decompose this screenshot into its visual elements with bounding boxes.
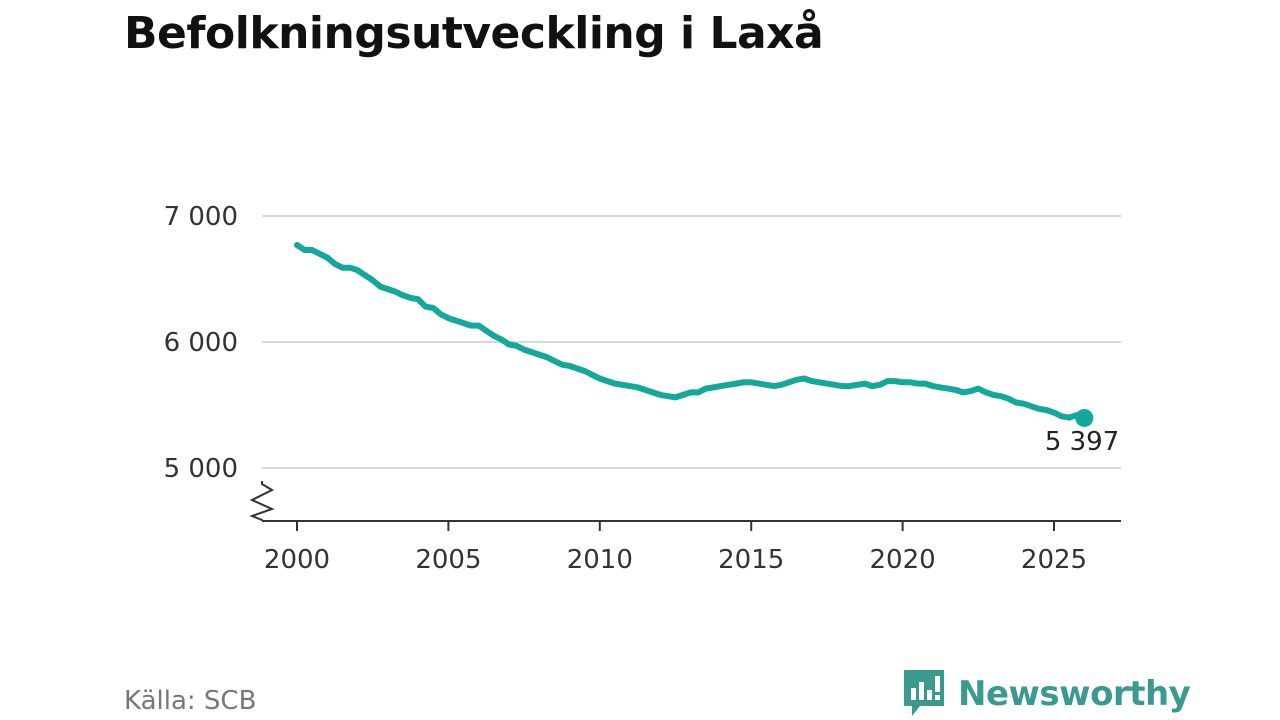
axis-break bbox=[249, 481, 275, 521]
x-axis: 2000 2005 2010 2015 2020 2025 bbox=[262, 520, 1121, 575]
brand-logo[interactable]: Newsworthy bbox=[902, 670, 1191, 718]
chart-title: Befolkningsutveckling i Laxå bbox=[124, 8, 824, 59]
brand-name: Newsworthy bbox=[958, 674, 1191, 714]
x-tick-label-2020: 2020 bbox=[870, 545, 936, 575]
newsworthy-logo-icon bbox=[904, 670, 944, 716]
x-tick-label-2000: 2000 bbox=[264, 545, 330, 575]
y-axis-ticks: 5 000 6 000 7 000 bbox=[164, 202, 238, 484]
series-line-0 bbox=[294, 242, 1088, 421]
end-value-label: 5 397 bbox=[1045, 427, 1119, 457]
x-tick-label-2005: 2005 bbox=[415, 545, 481, 575]
x-tick-label-2025: 2025 bbox=[1021, 545, 1087, 575]
end-point-marker bbox=[1075, 408, 1094, 427]
annotation-layer: 5 397 bbox=[1045, 408, 1119, 457]
source-label: Källa: SCB bbox=[124, 686, 257, 716]
x-tick-label-2010: 2010 bbox=[567, 545, 633, 575]
axis-break-zigzag bbox=[249, 481, 275, 521]
series-layer bbox=[294, 242, 1088, 421]
x-tick-label-2015: 2015 bbox=[718, 545, 784, 575]
gridlines bbox=[262, 215, 1121, 469]
y-tick-label-5000: 5 000 bbox=[164, 454, 238, 484]
y-tick-label-6000: 6 000 bbox=[164, 328, 238, 358]
y-tick-label-7000: 7 000 bbox=[164, 202, 238, 232]
